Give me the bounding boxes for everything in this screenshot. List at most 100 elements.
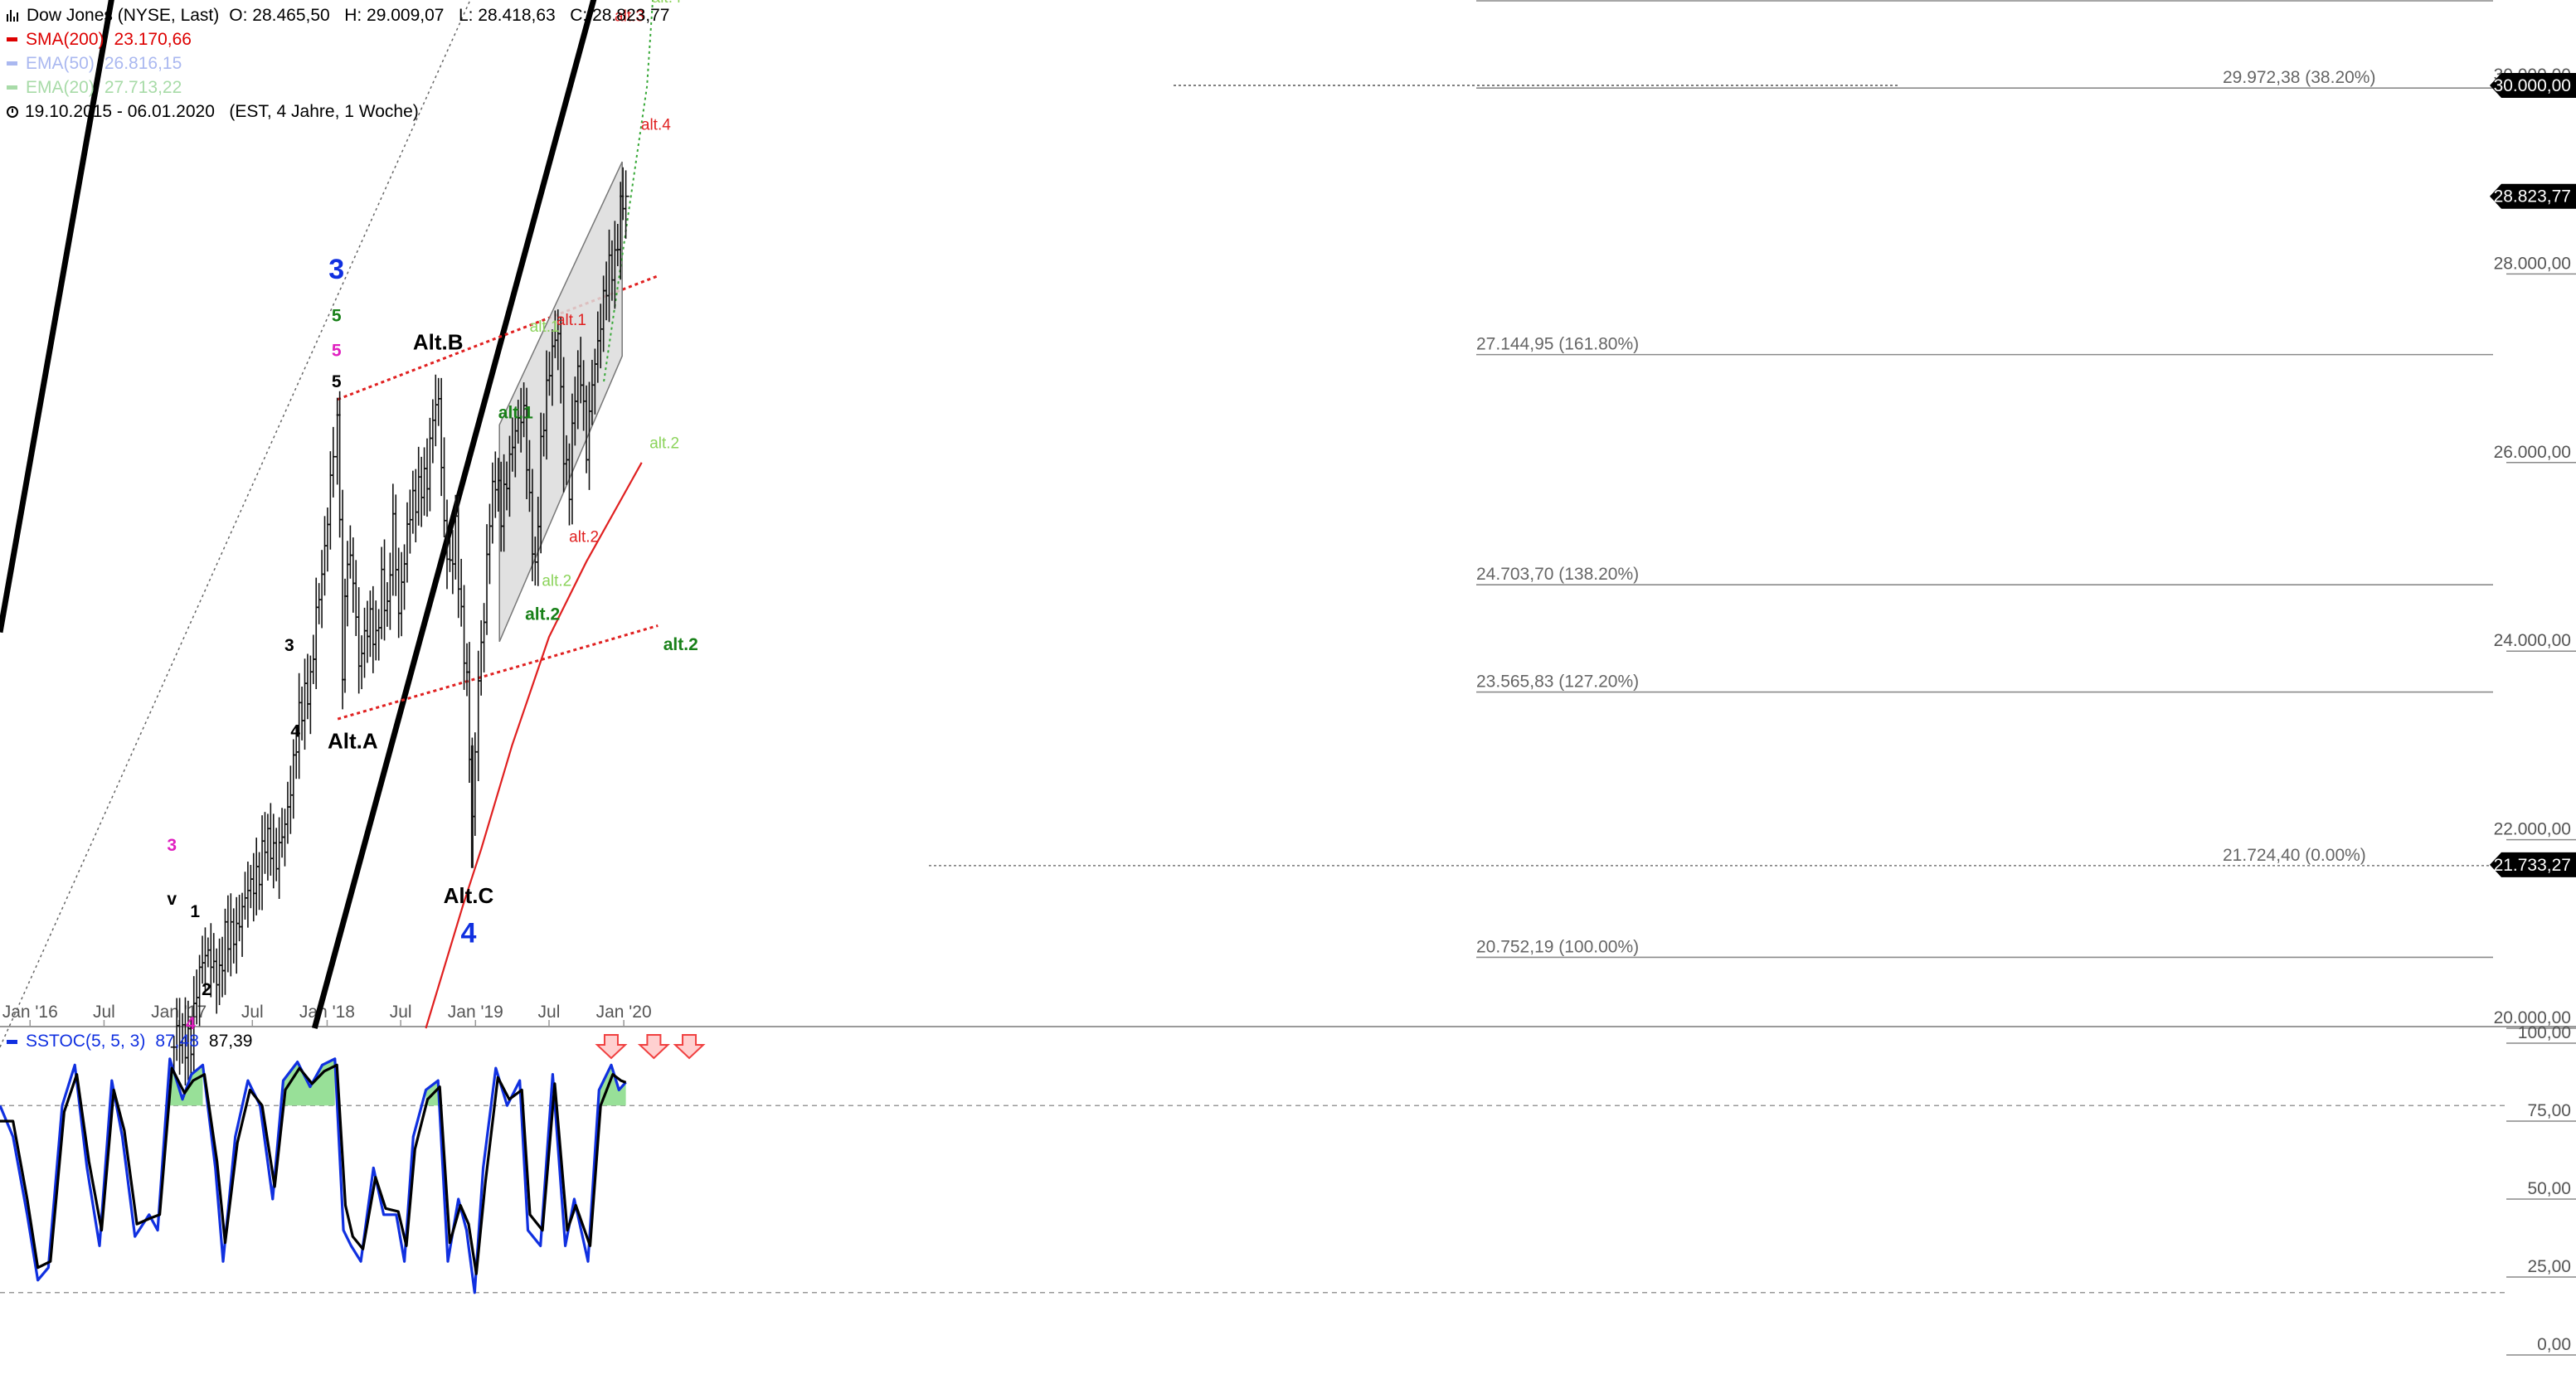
wave-label: alt.4	[652, 0, 682, 7]
ema20-value: 27.713,22	[104, 78, 182, 97]
fib-level-label: 20.752,19 (100.00%)	[1476, 937, 1639, 956]
osc-y-tick-label: 75,00	[2527, 1101, 2571, 1120]
osc-y-tick-label: 25,00	[2527, 1257, 2571, 1276]
y-tick-label: 24.000,00	[2494, 631, 2571, 650]
wave-label: alt.4	[641, 116, 671, 134]
chart-title: Dow Jones (NYSE, Last)	[27, 6, 220, 25]
ema50-value: 26.816,15	[104, 54, 182, 73]
osc-y-tick-label: 50,00	[2527, 1179, 2571, 1198]
price-tag-box	[2490, 183, 2576, 209]
wave-label: Alt.A	[328, 728, 378, 753]
oscillator-value-d: 87,39	[208, 1032, 253, 1051]
y-tick-label: 28.000,00	[2494, 254, 2571, 273]
date-range: 19.10.2015 - 06.01.2020 (EST, 4 Jahre, 1…	[25, 102, 419, 121]
green-forecast	[603, 0, 654, 382]
x-tick-label: Jan '20	[596, 1003, 652, 1022]
sell-signal-arrow-icon	[595, 1034, 628, 1060]
wave-label: 3	[328, 254, 344, 285]
wave-label: alt.1	[498, 403, 533, 422]
osc-overbought-fill	[169, 1058, 203, 1106]
y-tick-label: 26.000,00	[2494, 443, 2571, 462]
wave-label: Alt.C	[444, 883, 494, 908]
wave-label: alt.3	[615, 8, 644, 26]
x-tick-label: Jan '19	[448, 1003, 503, 1022]
oscillator-value-k: 87,48	[155, 1032, 199, 1051]
y-tick-label: 22.000,00	[2494, 820, 2571, 839]
fib-level-label: 29.972,38 (38.20%)	[2223, 68, 2375, 87]
oscillator-name: SSTOC(5, 5, 3)	[26, 1032, 146, 1051]
lower-trend-line	[311, 0, 597, 1029]
x-tick-label: Jul	[241, 1003, 264, 1022]
title-row: Dow Jones (NYSE, Last) O: 28.465,50 H: 2…	[7, 3, 670, 27]
sell-signal-arrow-icon	[637, 1034, 670, 1060]
price-tag-box	[2490, 852, 2576, 877]
dotted-trend-line	[0, 0, 471, 1048]
x-tick-label: Jan '16	[2, 1003, 58, 1022]
osc-line-d	[0, 1063, 627, 1275]
wave-label: 1	[190, 902, 200, 921]
price-tag: 28.823,77	[2490, 183, 2576, 209]
ema20-name: EMA(20)	[26, 78, 95, 97]
osc-y-tick-label: 100,00	[2518, 1023, 2571, 1042]
wave-label: alt.2	[649, 435, 679, 453]
wave-label: Alt.B	[413, 329, 464, 354]
red-lower-line	[337, 624, 659, 721]
fib-level-label: 27.144,95 (161.80%)	[1476, 335, 1639, 354]
oscillator-swatch	[7, 1039, 17, 1044]
price-tag: 30.000,00	[2490, 73, 2576, 98]
sma200-value: 23.170,66	[114, 30, 192, 49]
price-tag-box	[2490, 73, 2576, 98]
wave-label: alt.2	[663, 635, 698, 654]
wave-label: v	[167, 890, 177, 909]
wave-label: alt.2	[525, 605, 560, 624]
wave-label: 5	[332, 341, 342, 360]
x-tick-label: Jan '17	[151, 1003, 207, 1022]
y-tick-label: 20.000,00	[2494, 1008, 2571, 1027]
wave-label: 5	[332, 306, 342, 325]
x-tick-label: Jul	[93, 1003, 115, 1022]
wave-label: 2	[202, 980, 211, 999]
price-bar	[622, 170, 629, 239]
x-tick-label: Jul	[390, 1003, 412, 1022]
legend-ema50: EMA(50) 26.816,15	[7, 51, 670, 75]
fib-level-label: 21.724,40 (0.00%)	[2223, 846, 2366, 865]
sell-signal-arrow-icon	[673, 1034, 706, 1060]
wave-label: 4	[461, 918, 477, 949]
legend-sma200: SMA(200) 23.170,66	[7, 27, 670, 51]
fib-level-label: 24.703,70 (138.20%)	[1476, 565, 1639, 584]
oscillator-legend: SSTOC(5, 5, 3) 87,48 87,39	[7, 1032, 252, 1051]
osc-y-tick-label: 0,00	[2537, 1335, 2571, 1354]
chart-type-icon	[7, 9, 20, 22]
price-tag-label: 21.733,27	[2494, 856, 2571, 875]
wave-label: 3	[167, 836, 177, 855]
wave-label: 5	[332, 372, 342, 391]
price-tag: 21.733,27	[2490, 852, 2576, 877]
chart-legend: Dow Jones (NYSE, Last) O: 28.465,50 H: 2…	[7, 3, 670, 124]
sma200-line	[425, 462, 643, 1029]
clock-icon	[7, 105, 18, 118]
x-tick-label: Jul	[538, 1003, 561, 1022]
ema50-name: EMA(50)	[26, 54, 95, 73]
ema50-swatch	[7, 61, 17, 66]
price-tag-label: 28.823,77	[2494, 187, 2571, 206]
osc-overbought-fill	[283, 1058, 335, 1106]
price-tag-label: 30.000,00	[2494, 76, 2571, 95]
upper-trend-line	[0, 0, 114, 634]
range-row: 19.10.2015 - 06.01.2020 (EST, 4 Jahre, 1…	[7, 100, 670, 124]
wave-label: alt.1	[557, 312, 586, 329]
wave-label: alt.2	[542, 573, 571, 590]
sma200-name: SMA(200)	[26, 30, 104, 49]
sma200-swatch	[7, 37, 17, 41]
ema20-swatch	[7, 85, 17, 90]
wave-label: 4	[186, 1014, 196, 1033]
wave-label: alt.2	[569, 528, 599, 546]
x-tick-label: Jan '18	[299, 1003, 355, 1022]
legend-ema20: EMA(20) 27.713,22	[7, 75, 670, 100]
wave-label: alt.1	[530, 318, 560, 336]
wave-label: 3	[284, 636, 294, 655]
fib-level-label: 23.565,83 (127.20%)	[1476, 673, 1639, 692]
ohlc-values: O: 28.465,50 H: 29.009,07 L: 28.418,63 C…	[229, 6, 670, 25]
wave-label: 4	[290, 722, 300, 741]
